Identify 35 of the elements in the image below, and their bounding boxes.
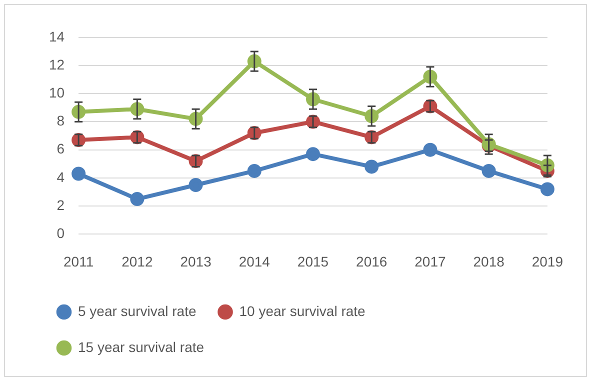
legend-label: 10 year survival rate [239,302,366,319]
x-tick-label: 2018 [473,253,505,270]
legend-label: 15 year survival rate [78,338,204,355]
y-tick-label: 4 [56,168,65,185]
y-tick-label: 10 [48,84,65,100]
legend-label: 5 year survival rate [78,302,196,319]
x-tick-label: 2012 [122,253,153,270]
x-tick-label: 2016 [356,253,388,270]
y-tick-label: 6 [56,140,65,157]
x-tick-label: 2013 [180,253,212,270]
point [540,182,554,196]
point [364,130,379,144]
x-tick-label: 2011 [64,253,94,270]
x-tick-label: 2014 [238,253,270,270]
y-tick-label: 14 [48,28,65,44]
point [423,142,438,157]
point [72,166,86,181]
point [130,192,144,206]
point [247,126,262,140]
point [247,164,262,178]
point [130,130,144,144]
point [364,160,379,174]
point [306,147,320,162]
y-tick-label: 12 [48,56,65,72]
point [188,154,203,168]
y-tick-label: 2 [56,196,65,213]
point [482,164,496,178]
point [72,133,86,148]
y-tick-label: 0 [56,225,65,242]
point [188,178,203,192]
x-tick-label: 2015 [297,253,329,270]
y-tick-label: 8 [56,112,65,129]
point [423,99,438,114]
x-tick-label: 2019 [532,253,564,270]
x-tick-label: 2017 [414,253,446,270]
